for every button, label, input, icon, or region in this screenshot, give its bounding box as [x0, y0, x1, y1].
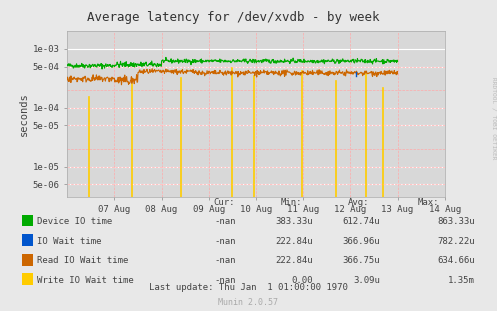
Text: Min:: Min:	[281, 198, 302, 207]
Text: 863.33u: 863.33u	[437, 217, 475, 226]
Text: 383.33u: 383.33u	[275, 217, 313, 226]
Text: -nan: -nan	[215, 257, 236, 265]
Text: 222.84u: 222.84u	[275, 237, 313, 246]
Text: 612.74u: 612.74u	[342, 217, 380, 226]
Text: -nan: -nan	[215, 276, 236, 285]
Text: IO Wait time: IO Wait time	[37, 237, 102, 246]
Text: 1.35m: 1.35m	[448, 276, 475, 285]
Text: -nan: -nan	[215, 237, 236, 246]
Text: 3.09u: 3.09u	[353, 276, 380, 285]
Text: Read IO Wait time: Read IO Wait time	[37, 257, 129, 265]
Text: 0.00: 0.00	[292, 276, 313, 285]
Text: 634.66u: 634.66u	[437, 257, 475, 265]
Text: Avg:: Avg:	[348, 198, 369, 207]
Text: Cur:: Cur:	[214, 198, 235, 207]
Text: 782.22u: 782.22u	[437, 237, 475, 246]
Text: Last update: Thu Jan  1 01:00:00 1970: Last update: Thu Jan 1 01:00:00 1970	[149, 283, 348, 292]
Text: -nan: -nan	[215, 217, 236, 226]
Text: 222.84u: 222.84u	[275, 257, 313, 265]
Text: Device IO time: Device IO time	[37, 217, 112, 226]
Text: Max:: Max:	[417, 198, 439, 207]
Text: Average latency for /dev/xvdb - by week: Average latency for /dev/xvdb - by week	[87, 11, 380, 24]
Text: Munin 2.0.57: Munin 2.0.57	[219, 298, 278, 307]
Text: Write IO Wait time: Write IO Wait time	[37, 276, 134, 285]
Text: 366.96u: 366.96u	[342, 237, 380, 246]
Text: 366.75u: 366.75u	[342, 257, 380, 265]
Text: RRDTOOL / TOBI OETIKER: RRDTOOL / TOBI OETIKER	[491, 77, 496, 160]
Y-axis label: seconds: seconds	[18, 92, 28, 136]
